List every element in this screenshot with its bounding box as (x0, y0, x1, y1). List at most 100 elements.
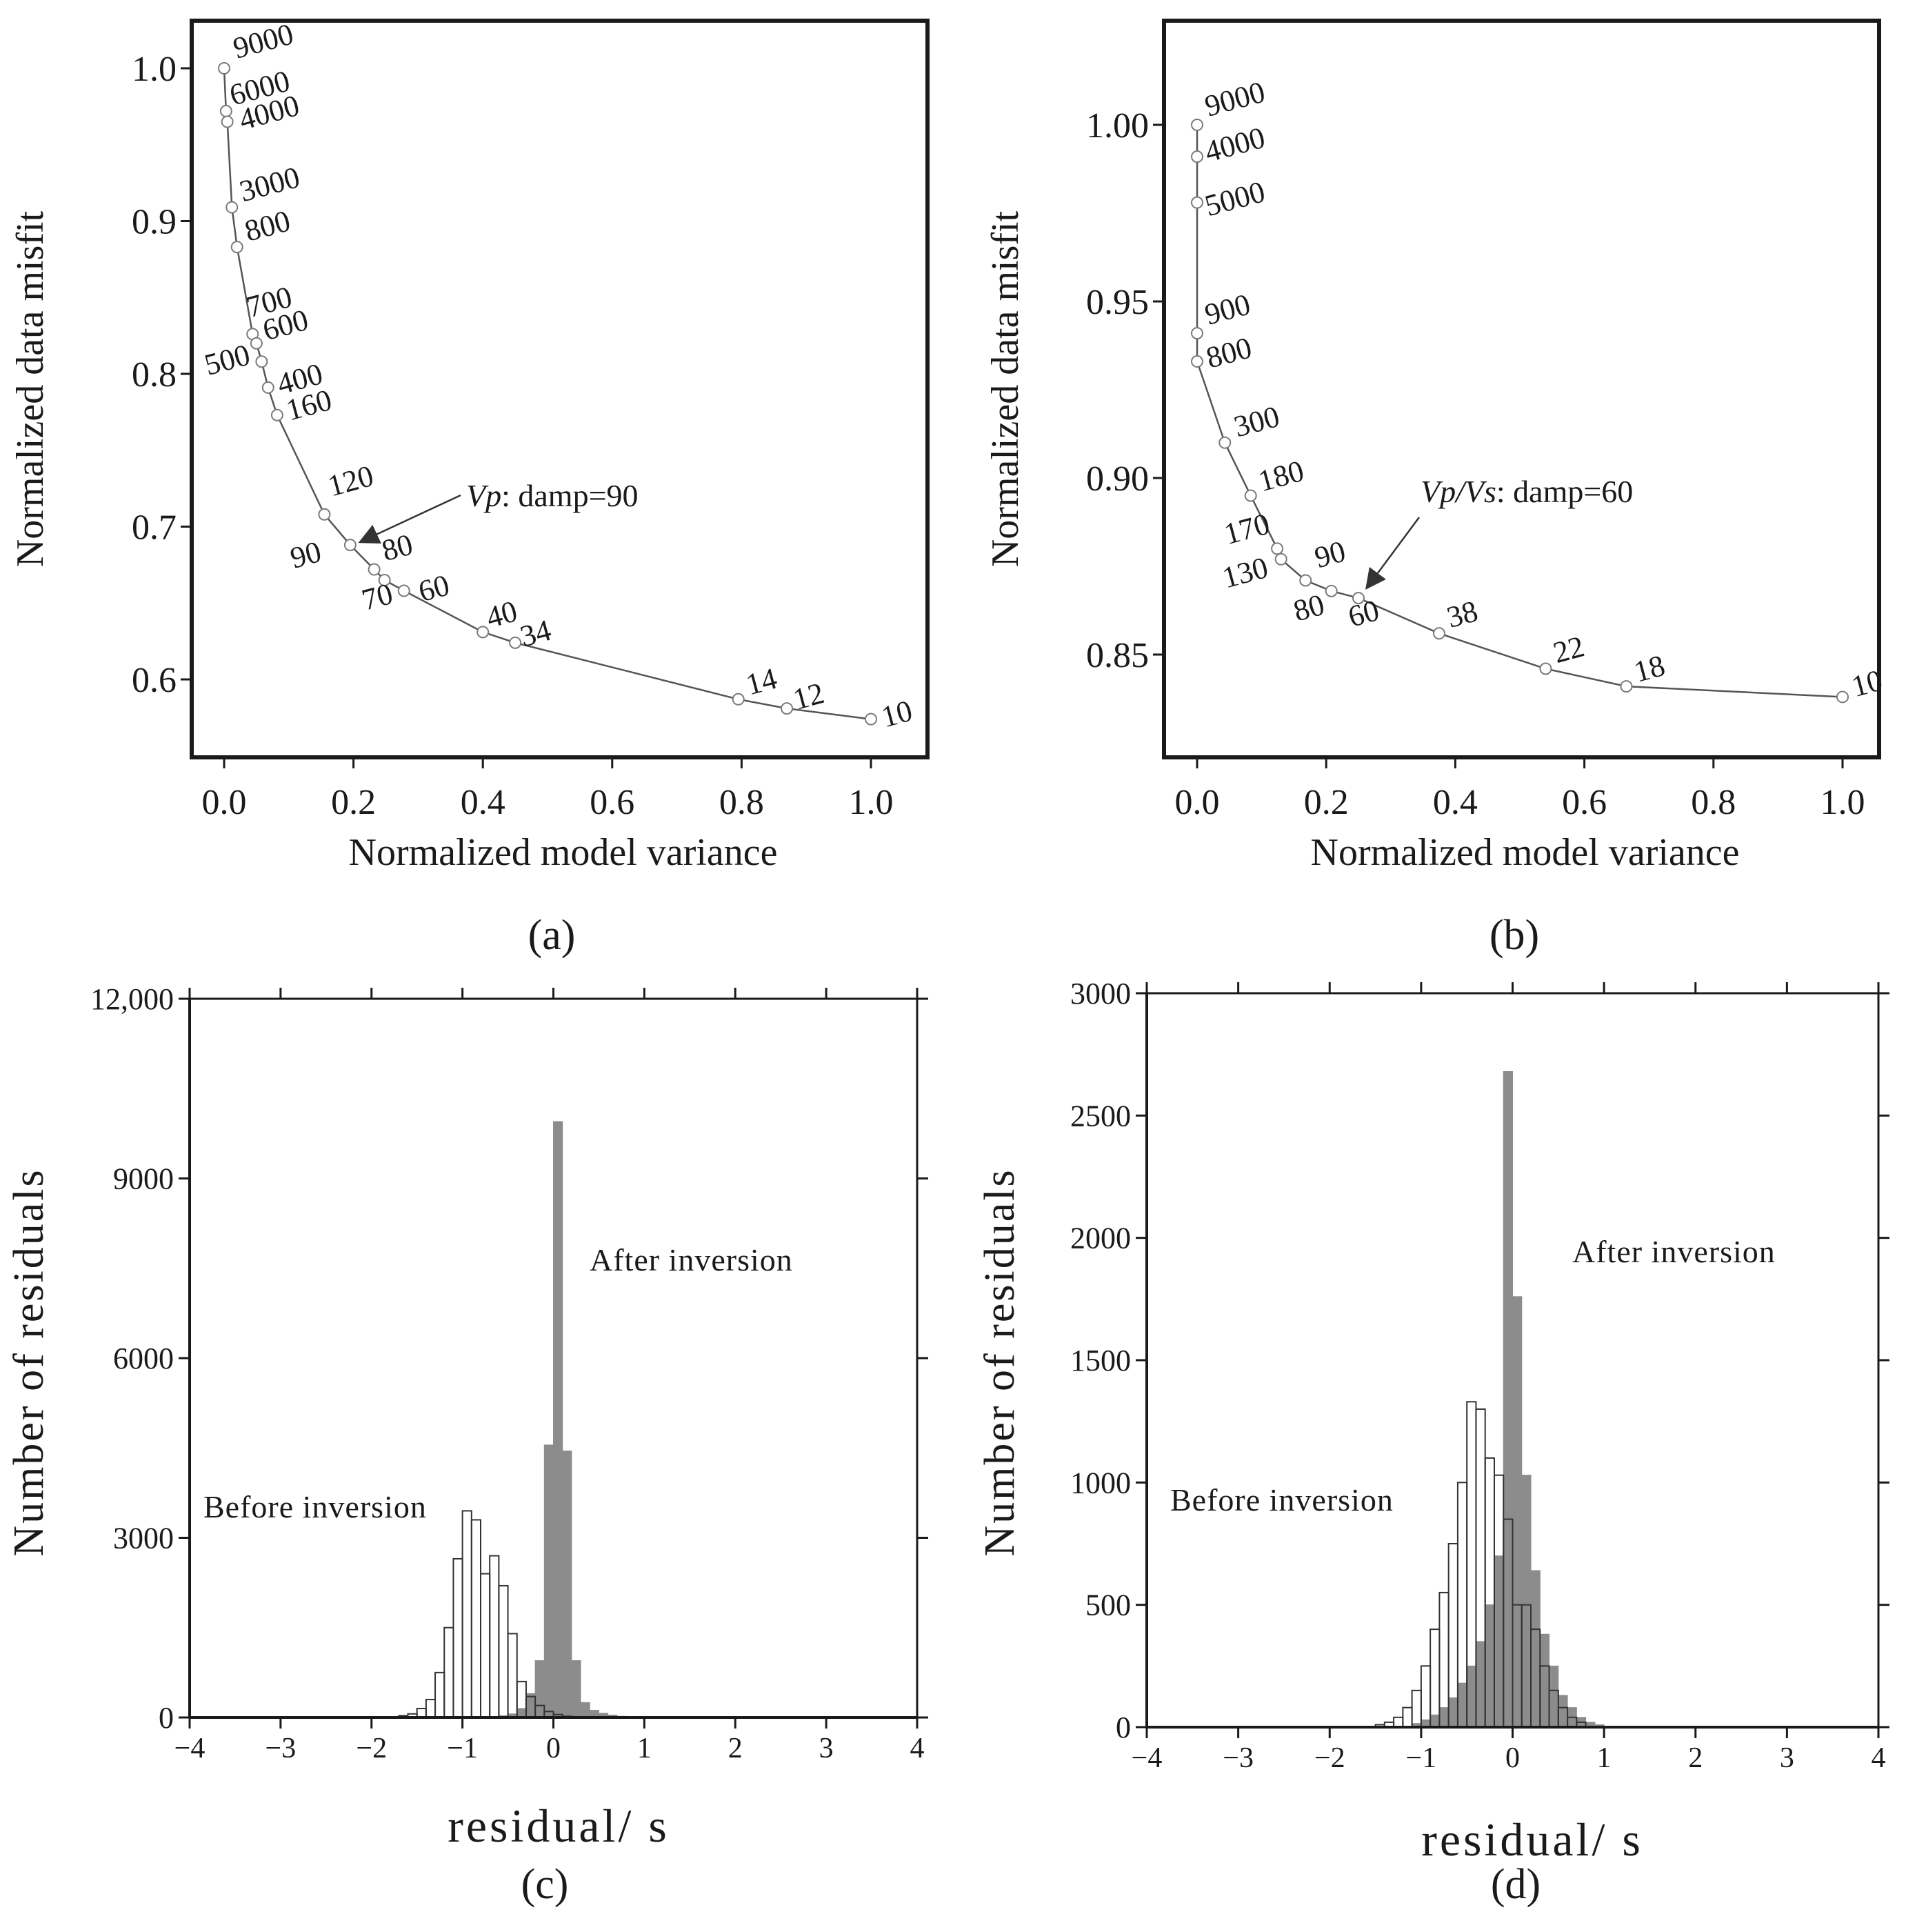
before-inversion-bar (507, 1633, 518, 1719)
y-tick-label: 9000 (113, 1162, 174, 1196)
y-tick-label: 500 (1085, 1589, 1131, 1622)
damping-label: 90 (1311, 534, 1349, 575)
data-point (368, 563, 381, 576)
y-tick-label: 0.90 (1086, 459, 1149, 499)
after-inversion-bar (580, 1702, 590, 1718)
x-tick-label: 4 (910, 1733, 925, 1764)
before-inversion-bar (1411, 1689, 1422, 1729)
before-inversion-bar (498, 1584, 509, 1718)
damping-label: 34 (516, 613, 554, 654)
annotation-arrow (1365, 517, 1421, 590)
annotation-arrow (358, 494, 461, 544)
x-tick-label: −3 (265, 1733, 297, 1764)
before-inversion-bar (480, 1573, 491, 1719)
x-tick-label: 3 (819, 1733, 834, 1764)
damping-label: 9000 (1201, 75, 1269, 123)
x-tick-label: −1 (1406, 1742, 1437, 1774)
damping-label: 300 (1230, 399, 1283, 444)
panel-label-b: (b) (1489, 912, 1539, 959)
after-inversion-bar (1503, 1070, 1514, 1728)
data-point (732, 693, 745, 706)
before-inversion-bar (1430, 1629, 1441, 1728)
damping-label: 18 (1630, 648, 1668, 689)
data-point (1325, 584, 1338, 597)
y-tick-label: 3000 (1070, 977, 1131, 1010)
y-tick-label: 2500 (1070, 1099, 1131, 1133)
data-point (865, 713, 877, 726)
after-inversion-bar (571, 1660, 581, 1718)
data-point (261, 381, 274, 394)
panel-b-misfit-curve: 0.0 0.2 0.4 0.6 0.8 1.0 0.85 0.90 0.95 1.00 Normal… (984, 19, 1886, 874)
y-tick-label: 0 (159, 1701, 174, 1735)
before-inversion-bar (461, 1510, 472, 1719)
x-tick-label: −2 (356, 1733, 387, 1764)
x-tick-label: 0.8 (719, 783, 764, 822)
data-point (219, 105, 232, 118)
data-point (1244, 489, 1257, 502)
x-tick-label: −4 (174, 1733, 205, 1764)
damping-label: 120 (324, 459, 377, 503)
plot-frame-b (1162, 19, 1881, 759)
before-inversion-bar (452, 1557, 463, 1718)
after-inversion-label: After inversion (590, 1242, 793, 1277)
data-point (1271, 542, 1284, 555)
panel-label-c: (c) (521, 1861, 569, 1908)
before-inversion-label: Before inversion (203, 1489, 427, 1524)
after-inversion-bar (1558, 1695, 1568, 1728)
x-tick-label: 0.6 (1562, 783, 1607, 822)
x-tick-label: 1 (637, 1733, 652, 1764)
after-inversion-bar (1438, 1707, 1449, 1728)
before-inversion-bar (489, 1555, 500, 1719)
damping-label: 900 (1201, 287, 1254, 331)
y-tick-label: 0.85 (1086, 636, 1149, 675)
y-tick-label: 0.95 (1086, 283, 1149, 322)
after-inversion-bar (562, 1451, 572, 1718)
after-inversion-bar (1494, 1555, 1504, 1728)
after-inversion-bar (1549, 1665, 1559, 1728)
damping-annotation: Vp/Vs: damp=60 (1421, 474, 1633, 509)
after-inversion-bar (543, 1444, 554, 1718)
data-point (1191, 355, 1203, 368)
before-inversion-bar (1420, 1665, 1432, 1728)
panel-label-d: (d) (1491, 1861, 1541, 1908)
x-tick-label: 0.0 (202, 783, 247, 822)
x-tick-label: 2 (728, 1733, 743, 1764)
damping-label: 80 (379, 527, 417, 568)
data-point (1836, 690, 1849, 704)
x-tick-label: 0.0 (1175, 783, 1220, 822)
y-axis-label: Number of residuals (6, 1168, 52, 1556)
y-tick-label: 1500 (1070, 1344, 1131, 1377)
damping-label: 12 (790, 676, 827, 717)
damping-label: 60 (1345, 593, 1383, 634)
x-tick-label: 0.2 (1304, 783, 1349, 822)
data-point (1191, 196, 1203, 209)
y-tick-label: 0.7 (132, 508, 177, 548)
x-axis-label: residual/ s (448, 1800, 670, 1852)
before-inversion-bar (1438, 1591, 1449, 1729)
x-tick-label: 0.2 (331, 783, 376, 822)
y-tick-label: 0.6 (132, 661, 177, 700)
data-point (255, 355, 268, 368)
x-tick-label: 1.0 (1820, 783, 1865, 822)
x-tick-label: −3 (1223, 1742, 1254, 1774)
x-tick-label: 0 (546, 1733, 561, 1764)
after-inversion-bar (553, 1121, 563, 1718)
after-inversion-bar (1512, 1296, 1523, 1728)
x-tick-label: −4 (1132, 1742, 1163, 1774)
damping-label: 3000 (236, 160, 303, 208)
after-inversion-bar (1457, 1682, 1467, 1728)
y-axis-label: Number of residuals (976, 1168, 1023, 1556)
y-tick-label: 6000 (113, 1342, 174, 1375)
after-inversion-bar (1466, 1665, 1476, 1728)
x-tick-label: 0.8 (1691, 783, 1736, 822)
data-point (1352, 592, 1365, 605)
data-point (1433, 627, 1445, 640)
data-point (1191, 150, 1203, 163)
damping-label: 4000 (1201, 121, 1269, 169)
y-axis-label: Normalized data misfit (9, 210, 52, 567)
before-inversion-bar (470, 1519, 481, 1718)
before-inversion-bar (425, 1698, 437, 1718)
damping-annotation: Vp: damp=90 (466, 478, 639, 513)
panel-a-misfit-curve: 0.0 0.2 0.4 0.6 0.8 1.0 0.6 0.7 0.8 0.9 1.0 Normali… (9, 17, 930, 874)
y-tick-label: 2000 (1070, 1222, 1131, 1255)
